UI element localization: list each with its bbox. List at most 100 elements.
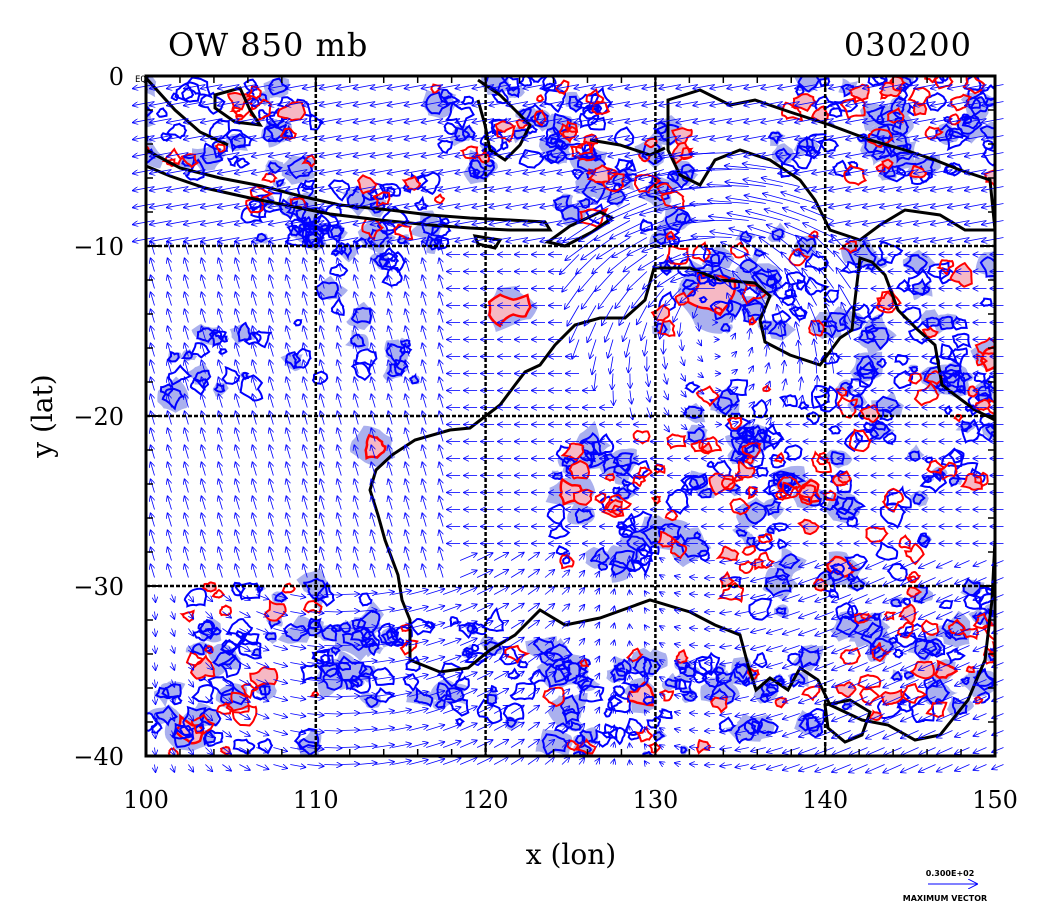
negative-contour bbox=[174, 81, 201, 103]
negative-contour bbox=[324, 223, 344, 239]
negative-contour bbox=[235, 629, 245, 638]
negative-contour bbox=[459, 95, 475, 106]
wind-vector bbox=[354, 292, 358, 306]
wind-vector bbox=[578, 638, 585, 646]
wind-vector bbox=[205, 764, 213, 772]
wind-vector bbox=[798, 747, 817, 755]
wind-vector bbox=[766, 662, 783, 668]
wind-vector bbox=[201, 258, 205, 272]
wind-vector bbox=[337, 462, 341, 476]
negative-contour bbox=[776, 538, 788, 550]
wind-vector bbox=[798, 594, 817, 602]
wind-vector bbox=[303, 445, 307, 459]
wind-vector bbox=[732, 369, 738, 373]
negative-contour bbox=[735, 529, 748, 538]
negative-contour bbox=[204, 728, 224, 747]
negative-contour bbox=[589, 546, 610, 565]
wind-vector bbox=[341, 747, 360, 748]
positive-contour bbox=[434, 193, 446, 205]
wind-vector bbox=[235, 513, 239, 527]
wind-vector bbox=[320, 343, 324, 357]
negative-contour bbox=[615, 661, 626, 671]
negative-contour bbox=[342, 674, 372, 694]
wind-vector bbox=[527, 705, 540, 714]
wind-vector bbox=[991, 730, 1004, 736]
wind-vector bbox=[235, 564, 239, 578]
wind-vector bbox=[426, 759, 445, 765]
wind-vector bbox=[422, 445, 426, 459]
negative-contour bbox=[505, 717, 518, 728]
negative-contour bbox=[468, 159, 487, 180]
wind-vector bbox=[252, 292, 256, 306]
wind-vector bbox=[290, 595, 306, 598]
negative-contour bbox=[642, 695, 656, 706]
wind-vector bbox=[749, 328, 751, 340]
negative-contour bbox=[327, 179, 351, 202]
wind-vector bbox=[172, 764, 175, 773]
chart-title-left: OW 850 mb bbox=[168, 26, 368, 64]
wind-vector bbox=[510, 586, 524, 595]
wind-vector bbox=[405, 377, 409, 391]
wind-vector bbox=[235, 445, 239, 459]
wind-vector bbox=[303, 394, 307, 408]
reference-vector-legend: 0.300E+02 MAXIMUM VECTOR bbox=[903, 869, 987, 903]
wind-vector bbox=[201, 241, 205, 255]
wind-vector bbox=[388, 411, 392, 425]
wind-vector bbox=[235, 530, 239, 544]
negative-contour bbox=[973, 371, 987, 384]
wind-vector bbox=[659, 558, 664, 561]
wind-vector bbox=[269, 377, 273, 391]
wind-vector bbox=[698, 357, 703, 362]
wind-vector bbox=[426, 742, 445, 748]
wind-vector bbox=[592, 356, 597, 376]
wind-vector bbox=[320, 530, 324, 544]
wind-vector bbox=[510, 569, 524, 578]
negative-contour bbox=[121, 137, 127, 142]
wind-vector bbox=[629, 760, 630, 765]
wind-vector bbox=[544, 722, 555, 731]
wind-vector bbox=[167, 479, 171, 493]
negative-fill bbox=[107, 99, 125, 115]
wind-vector bbox=[704, 595, 715, 596]
wind-vector bbox=[354, 513, 358, 527]
negative-contour bbox=[629, 510, 653, 533]
wind-vector bbox=[341, 713, 360, 714]
wind-vector bbox=[459, 587, 477, 595]
wind-vector bbox=[422, 292, 426, 306]
negative-contour bbox=[658, 522, 682, 542]
wind-vector bbox=[269, 241, 273, 255]
wind-vector bbox=[218, 547, 222, 561]
positive-contour bbox=[1006, 612, 1014, 619]
wind-vector bbox=[269, 343, 273, 357]
negative-contour bbox=[371, 666, 395, 686]
negative-contour bbox=[867, 76, 888, 88]
negative-contour bbox=[546, 503, 566, 525]
wind-vector bbox=[155, 645, 156, 654]
negative-contour bbox=[697, 487, 713, 499]
wind-vector bbox=[405, 513, 409, 527]
negative-contour bbox=[229, 132, 246, 149]
negative-contour bbox=[296, 182, 314, 200]
negative-contour bbox=[393, 636, 405, 647]
wind-vector bbox=[991, 764, 1004, 770]
wind-vector bbox=[218, 530, 222, 544]
wind-vector bbox=[422, 462, 426, 476]
y-tick-label: −40 bbox=[73, 743, 124, 771]
negative-contour bbox=[879, 502, 907, 529]
positive-contour bbox=[664, 508, 679, 522]
wind-vector bbox=[578, 604, 585, 612]
wind-vector bbox=[201, 411, 205, 425]
wind-vector bbox=[704, 765, 715, 766]
wind-vector bbox=[544, 620, 555, 629]
negative-contour bbox=[815, 138, 840, 153]
positive-contour bbox=[965, 665, 975, 674]
wind-vector bbox=[954, 747, 970, 755]
negative-contour bbox=[982, 146, 995, 167]
wind-vector bbox=[354, 496, 358, 510]
wind-vector bbox=[155, 764, 156, 773]
wind-vector bbox=[439, 258, 443, 272]
wind-vector bbox=[973, 764, 987, 771]
wind-vector bbox=[704, 714, 715, 715]
wind-vector bbox=[405, 547, 409, 561]
wind-vector bbox=[392, 761, 412, 765]
